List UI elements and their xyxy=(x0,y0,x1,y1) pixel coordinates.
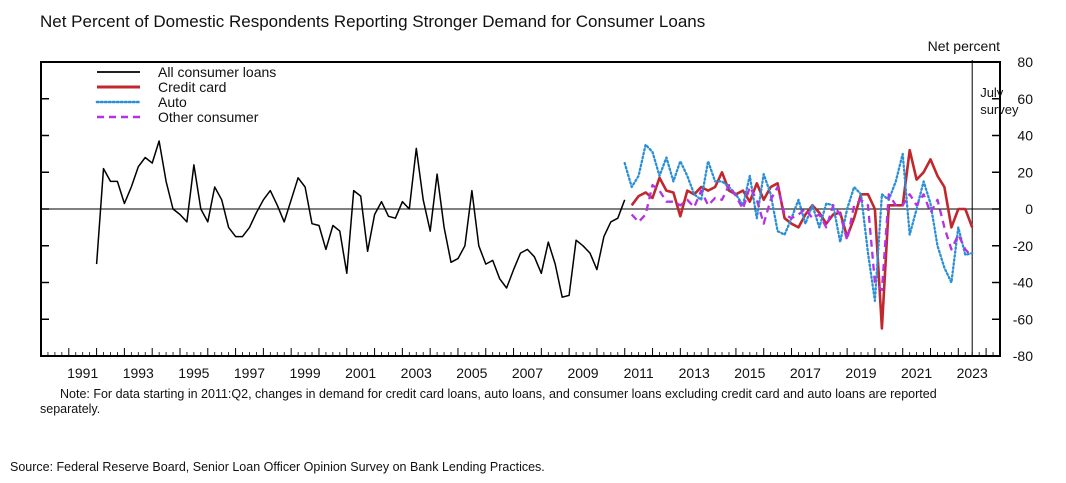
series-line-auto xyxy=(623,143,974,303)
x-tick-label: 1995 xyxy=(178,365,209,381)
chart-note: Note: For data starting in 2011:Q2, chan… xyxy=(40,387,937,416)
x-tick-label: 2023 xyxy=(957,365,988,381)
series-line-all-consumer xyxy=(95,140,626,298)
x-tick-label: 2019 xyxy=(845,365,876,381)
series-lines xyxy=(95,140,974,330)
legend-label-auto: Auto xyxy=(158,94,187,110)
x-tick-label: 2011 xyxy=(624,365,654,381)
y-tick-label: 60 xyxy=(1017,91,1033,107)
legend-label-other-consumer: Other consumer xyxy=(158,109,259,125)
y-tick-label: -60 xyxy=(1013,311,1033,327)
legend-label-all-consumer: All consumer loans xyxy=(158,64,276,80)
y-tick-label: -80 xyxy=(1013,348,1033,364)
y-tick-label: 0 xyxy=(1025,201,1033,217)
chart-source: Source: Federal Reserve Board, Senior Lo… xyxy=(10,460,545,474)
x-tick-label: 1993 xyxy=(123,365,154,381)
annotation-label-line2: survey xyxy=(980,102,1019,117)
x-tick-label: 2009 xyxy=(567,365,598,381)
y-tick-label: 20 xyxy=(1017,164,1033,180)
axes: 80 60 40 20 0 -20 -40 -60 -80 Net percent 1991 1993… xyxy=(40,38,1033,381)
line-chart: 80 60 40 20 0 -20 -40 -60 -80 Net percent 1991 1993… xyxy=(40,38,1033,381)
annotation-label-line1: July xyxy=(980,85,1004,100)
x-tick-label: 2007 xyxy=(512,365,543,381)
y-tick-label: 40 xyxy=(1017,128,1033,144)
x-tick-label: 1997 xyxy=(234,365,265,381)
x-tick-label: 2013 xyxy=(679,365,710,381)
x-tick-label: 1999 xyxy=(289,365,320,381)
x-tick-label: 2001 xyxy=(345,365,376,381)
series-line-credit-card xyxy=(630,148,974,330)
x-tick-label: 2015 xyxy=(734,365,765,381)
y-tick-label: -20 xyxy=(1013,238,1033,254)
y-axis-title: Net percent xyxy=(928,38,1000,54)
chart-title: Net Percent of Domestic Respondents Repo… xyxy=(40,12,706,31)
y-tick-label: -40 xyxy=(1013,275,1033,291)
x-tick-label: 2017 xyxy=(790,365,821,381)
series-line-other-consumer xyxy=(630,183,974,292)
x-tick-label: 2005 xyxy=(456,365,487,381)
x-tick-label: 2003 xyxy=(401,365,432,381)
x-tick-label: 2021 xyxy=(901,365,932,381)
x-tick-label: 1991 xyxy=(67,365,98,381)
legend-label-credit-card: Credit card xyxy=(158,79,226,95)
y-tick-label: 80 xyxy=(1017,54,1033,70)
